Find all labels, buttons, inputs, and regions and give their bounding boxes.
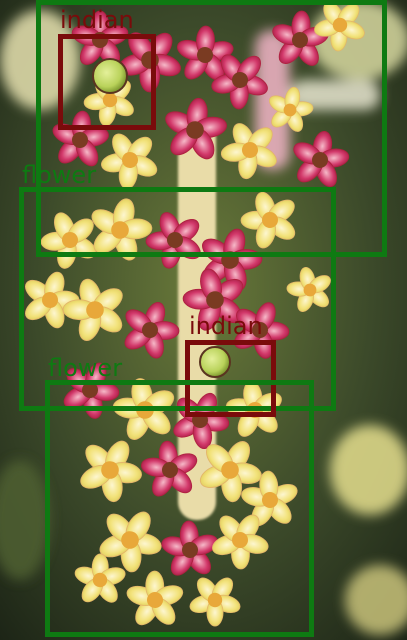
blossom (71, 10, 129, 65)
blossom (25, 271, 80, 329)
indian-label-1: indian (60, 6, 134, 34)
blossom (240, 191, 296, 249)
fruit-bud (199, 346, 231, 378)
blossom (268, 86, 314, 132)
flower-label-2: flower (48, 354, 123, 382)
blossom (314, 1, 365, 52)
blossom (99, 511, 162, 573)
indian-label-2: indian (189, 312, 263, 340)
blossom (74, 553, 126, 603)
indian-box-2 (185, 340, 276, 417)
blossom (80, 440, 142, 503)
blossom (112, 378, 175, 440)
blossom (211, 54, 268, 110)
flower-box-1 (36, 0, 387, 257)
blossom (241, 470, 298, 527)
blossom (212, 514, 269, 570)
blossom (182, 268, 244, 331)
blossom (141, 440, 198, 497)
indian-box-1 (58, 34, 156, 130)
flower-box-3 (45, 380, 314, 637)
blossom (161, 520, 218, 576)
flower-box-2 (19, 187, 336, 411)
blossom (220, 123, 277, 180)
blossom (234, 302, 290, 359)
blossom (126, 570, 184, 626)
blossom (286, 266, 331, 313)
blossom (293, 130, 350, 188)
flower-label-1: flower (22, 161, 97, 189)
blossom (189, 577, 241, 627)
blossom (124, 302, 180, 359)
blossom (62, 278, 123, 341)
blossom (177, 25, 234, 81)
blossom (165, 97, 227, 160)
fruit-bud (92, 58, 128, 94)
blossom (272, 10, 329, 66)
blossom (101, 133, 158, 190)
